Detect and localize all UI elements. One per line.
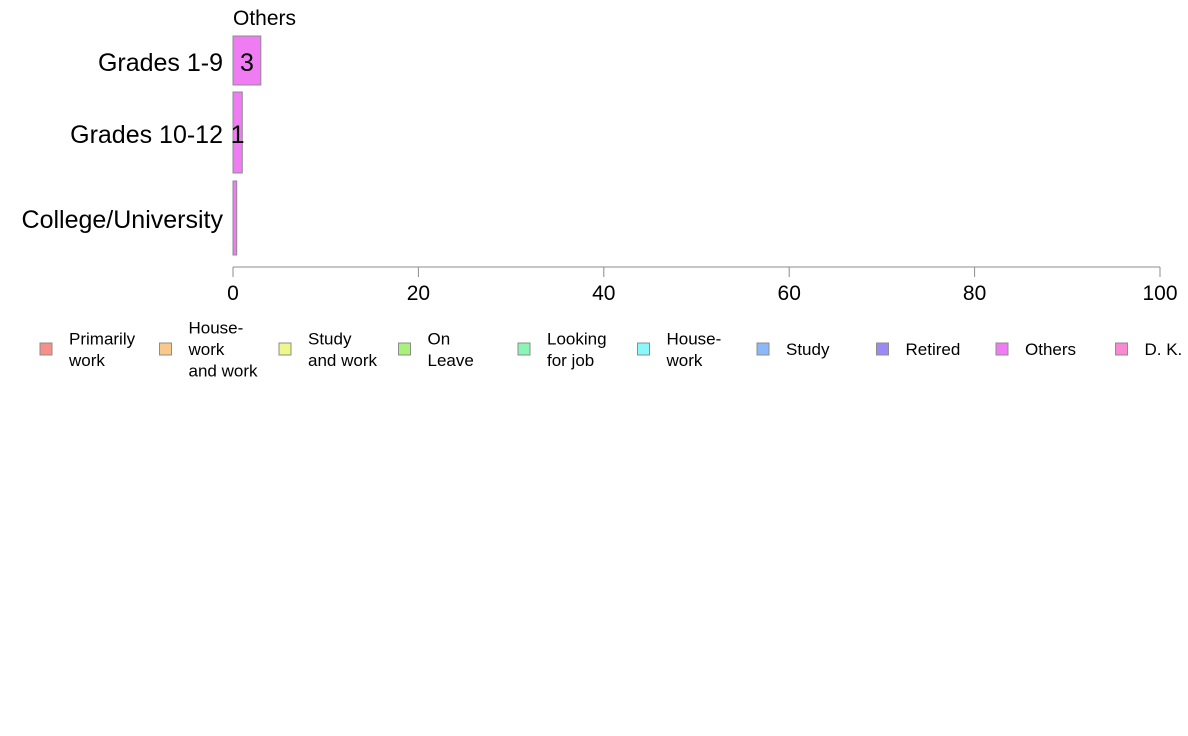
- legend-label: Study and work: [308, 329, 377, 370]
- legend-item: Primarily work: [39, 329, 136, 370]
- legend-swatch: [876, 342, 889, 356]
- legend-swatch: [159, 342, 172, 356]
- x-tick-label: 60: [778, 282, 801, 305]
- legend-item: House-work and work: [159, 319, 258, 381]
- category-label: Grades 10-12: [70, 121, 223, 149]
- legend-item: Study: [756, 340, 830, 359]
- legend-swatch: [756, 342, 770, 356]
- legend-item: On Leave: [398, 329, 474, 370]
- legend-swatch: [1115, 342, 1128, 356]
- bars-group: Grades 1-9 3 Grades 10-12 1 College/Universi…: [22, 35, 262, 256]
- bar-value-label: 1: [231, 121, 245, 149]
- x-tick-label: 40: [592, 282, 615, 305]
- category-label: Grades 1-9: [98, 49, 223, 77]
- x-tick-label: 20: [407, 282, 430, 305]
- legend-swatch: [995, 342, 1009, 356]
- legend-label: Others: [1025, 340, 1076, 359]
- bar: [232, 91, 243, 174]
- legend-item: House-work: [637, 329, 722, 370]
- legend-label: D. K.: [1145, 340, 1183, 359]
- x-tick-label: 100: [1142, 282, 1177, 305]
- x-tick-label: 0: [227, 282, 239, 305]
- legend-label: On Leave: [428, 329, 474, 370]
- legend-swatch: [517, 342, 531, 356]
- legend-label: Looking for job: [547, 329, 607, 370]
- legend-label: Primarily work: [68, 329, 136, 370]
- x-axis: 0 20 40 60 80 100: [227, 266, 1178, 305]
- legend-item: D. K.: [1115, 340, 1183, 359]
- bar: [232, 180, 238, 256]
- bar-value-label: 3: [240, 49, 254, 77]
- legend-label: Study: [786, 340, 830, 359]
- legend-swatch: [278, 342, 292, 356]
- legend-item: Study and work: [278, 329, 377, 370]
- legend-label: House-work and work: [188, 319, 258, 381]
- bar: [232, 35, 262, 86]
- category-label: College/University: [22, 206, 224, 234]
- legend-swatch: [637, 342, 650, 356]
- legend-swatch: [39, 342, 53, 356]
- x-tick-label: 80: [963, 282, 986, 305]
- legend-swatch: [398, 342, 411, 356]
- legend-item: Others: [995, 340, 1076, 359]
- legend-label: House-work: [666, 329, 722, 370]
- legend: Primarily work House-work and work Study and …: [39, 319, 1183, 381]
- legend-label: Retired: [906, 340, 961, 359]
- legend-item: Looking for job: [517, 329, 607, 370]
- legend-item: Retired: [876, 340, 961, 359]
- panel-title: Others: [233, 7, 296, 30]
